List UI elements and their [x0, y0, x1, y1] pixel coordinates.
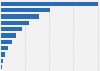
Bar	[0, 52, 6, 57]
Bar	[0, 8, 50, 12]
Bar	[0, 14, 39, 19]
Bar	[0, 40, 12, 44]
Bar	[0, 65, 2, 69]
Bar	[0, 46, 8, 50]
Bar	[0, 59, 3, 63]
Bar	[0, 33, 16, 38]
Bar	[0, 21, 29, 25]
Bar	[0, 27, 22, 31]
Bar	[0, 2, 98, 6]
